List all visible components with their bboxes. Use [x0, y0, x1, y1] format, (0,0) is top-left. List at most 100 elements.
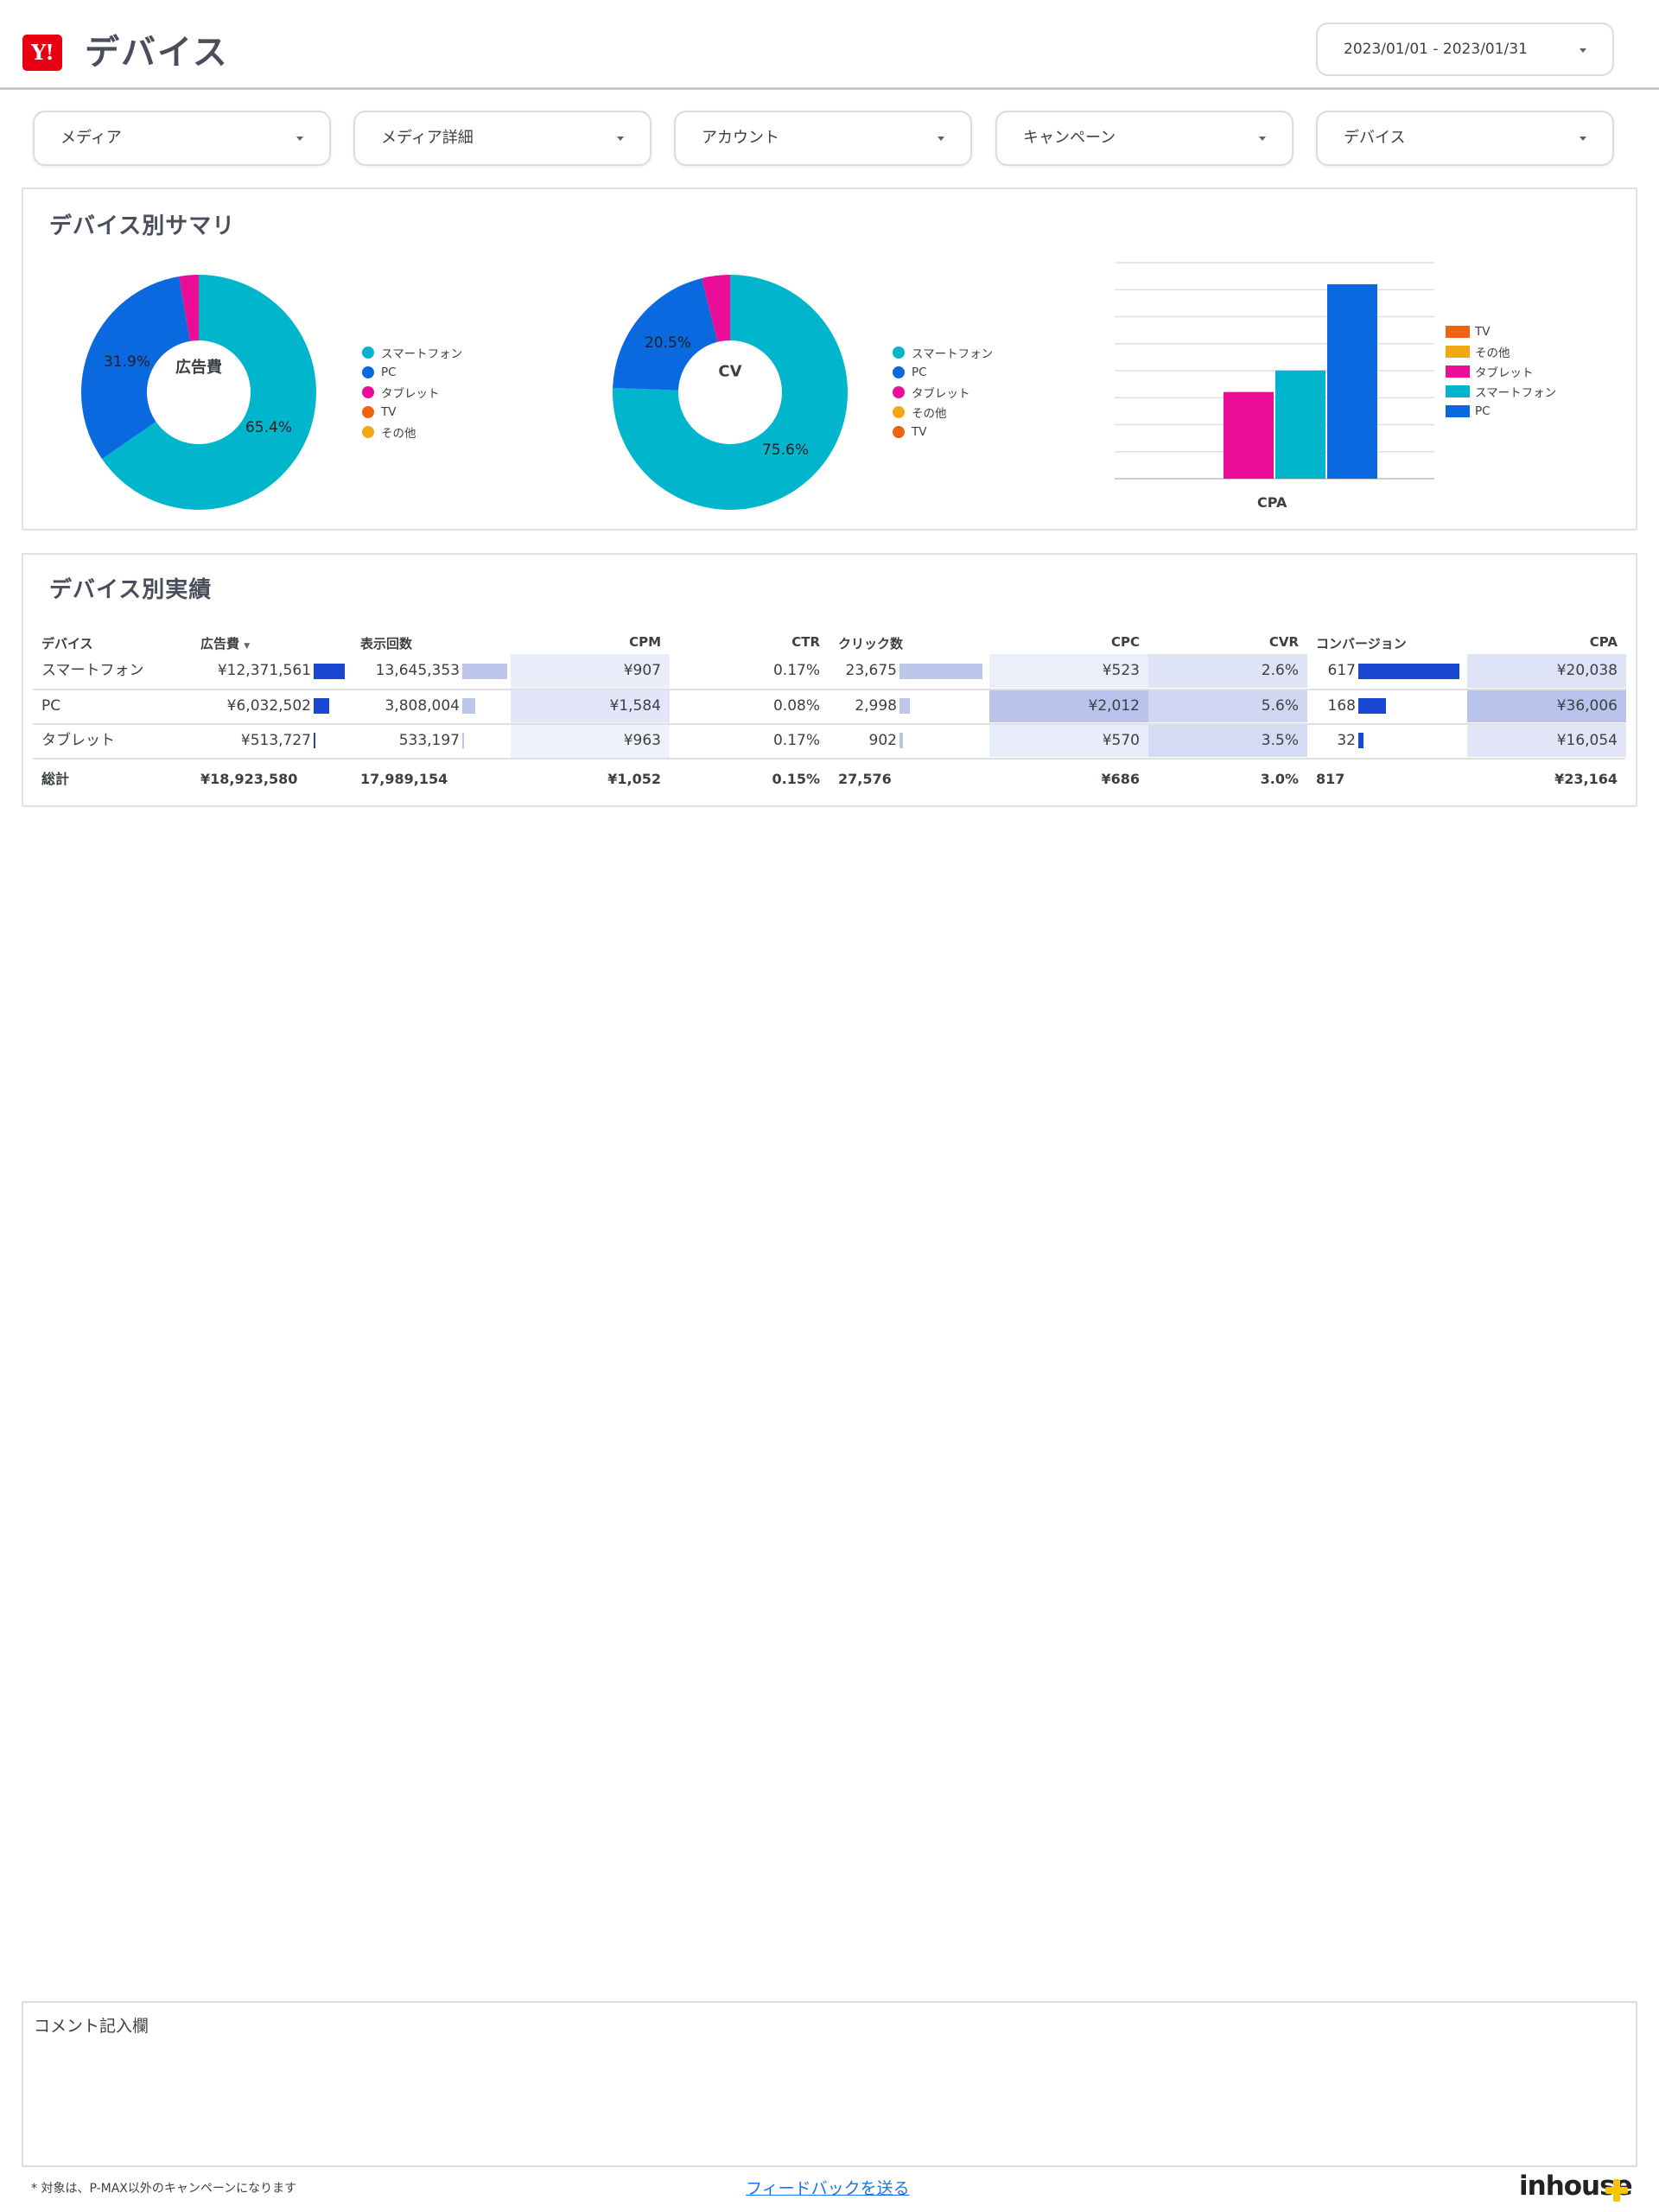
summary-title: デバイス別サマリ [49, 213, 236, 239]
feedback-link[interactable]: フィードバックを送る [746, 2179, 910, 2198]
table-total-cpm: ¥1,052 [607, 771, 661, 787]
cpa-bar[interactable] [1327, 283, 1377, 479]
legend-label: スマートフォン [381, 346, 463, 361]
cost-donut-legend: スマートフォン PC タブレット TV その他 [362, 342, 462, 442]
device-results-panel: デバイス別実績 [22, 553, 1637, 807]
filter-device[interactable]: デバイス [1316, 111, 1614, 166]
conversions-bar [1358, 664, 1459, 679]
table-row-device: スマートフォン [41, 662, 144, 679]
legend-label: TV [912, 424, 927, 439]
col-header-cost[interactable]: 広告費 ▼ [200, 634, 250, 652]
table-cell-conversions: 168 [1327, 697, 1356, 715]
comment-label: コメント記入欄 [34, 2017, 149, 2036]
dropdown-caret-icon [617, 137, 624, 141]
table-cell-cpc: ¥523 [1102, 662, 1140, 679]
cpa-bar-legend: TV その他 タブレット スマートフォン PC [1446, 321, 1556, 421]
table-cell-cvr: 5.6% [1261, 697, 1299, 715]
legend-item: TV [362, 402, 462, 422]
filter-account[interactable]: アカウント [674, 111, 972, 166]
legend-item: タブレット [893, 382, 993, 402]
table-cell-clicks: 2,998 [855, 697, 897, 715]
dropdown-caret-icon [1580, 137, 1586, 141]
legend-swatch [1446, 385, 1470, 397]
cell-shade [511, 654, 670, 688]
donut-center-label: 広告費 [175, 359, 222, 377]
legend-label: その他 [1475, 346, 1510, 360]
table-row-device: PC [41, 697, 61, 715]
impressions-bar [462, 698, 475, 714]
yahoo-logo: Y! [22, 35, 62, 71]
table-cell-conversions: 617 [1327, 662, 1356, 679]
table-total-clicks: 27,576 [838, 771, 892, 787]
legend-item: スマートフォン [362, 342, 462, 362]
table-total-cpc: ¥686 [1101, 771, 1140, 787]
table-cell-ctr: 0.17% [772, 732, 820, 749]
cell-shade [1467, 689, 1626, 722]
legend-item: スマートフォン [893, 342, 993, 362]
header: Y! デバイス 2023/01/01 - 2023/01/31 [0, 0, 1659, 90]
conversions-bar [1358, 698, 1386, 714]
sort-desc-icon: ▼ [244, 642, 251, 651]
legend-label: その他 [912, 406, 947, 421]
col-header-cvr[interactable]: CVR [1268, 634, 1299, 650]
table-cell-cost: ¥12,371,561 [217, 662, 311, 679]
filter-media[interactable]: メディア [33, 111, 331, 166]
donut-slice[interactable] [702, 275, 730, 342]
donut-slice[interactable] [101, 275, 317, 510]
table-cell-cpa: ¥20,038 [1556, 662, 1618, 679]
cpa-bar[interactable] [1224, 391, 1274, 479]
dropdown-caret-icon [296, 137, 303, 141]
table-cell-cpm: ¥907 [623, 662, 661, 679]
cpa-bar-chart [1115, 262, 1434, 480]
row-divider [33, 758, 1625, 760]
cell-shade [989, 689, 1148, 722]
table-total-impressions: 17,989,154 [360, 771, 448, 787]
impressions-bar [462, 664, 507, 679]
legend-label: スマートフォン [912, 346, 994, 361]
donut-slice[interactable] [613, 275, 848, 510]
date-range-value: 2023/01/01 - 2023/01/31 [1344, 41, 1528, 58]
col-header-device[interactable]: デバイス [41, 636, 93, 652]
filter-label: キャンペーン [1023, 129, 1116, 147]
filter-campaign[interactable]: キャンペーン [995, 111, 1294, 166]
legend-item: タブレット [362, 382, 462, 402]
table-cell-clicks: 23,675 [845, 662, 897, 679]
table-cell-cpm: ¥1,584 [609, 697, 661, 715]
table-total-conversions: 817 [1316, 771, 1345, 787]
table-cell-conversions: 32 [1337, 732, 1356, 749]
comment-box[interactable]: コメント記入欄 [22, 2001, 1637, 2167]
col-header-cpc[interactable]: CPC [1110, 634, 1140, 650]
plus-icon [1605, 2179, 1628, 2202]
legend-swatch [893, 405, 905, 418]
filter-media-detail[interactable]: メディア詳細 [353, 111, 652, 166]
conversions-bar [1358, 733, 1364, 748]
cpa-bar[interactable] [1275, 370, 1325, 479]
col-header-ctr[interactable]: CTR [791, 634, 820, 650]
legend-swatch [362, 425, 374, 438]
table-cell-cvr: 3.5% [1261, 732, 1299, 749]
col-header-cpa[interactable]: CPA [1589, 634, 1618, 650]
col-header-impressions[interactable]: 表示回数 [360, 636, 413, 652]
table-total-cost: ¥18,923,580 [200, 771, 298, 787]
legend-item: その他 [362, 422, 462, 442]
legend-label: PC [912, 365, 927, 379]
date-range-picker[interactable]: 2023/01/01 - 2023/01/31 [1316, 22, 1614, 76]
legend-item: TV [1446, 321, 1556, 341]
col-header-clicks[interactable]: クリック数 [838, 636, 904, 652]
legend-label: スマートフォン [1475, 385, 1557, 400]
legend-item: PC [1446, 401, 1556, 421]
donut-slice[interactable] [179, 275, 199, 341]
legend-label: タブレット [381, 386, 440, 401]
legend-swatch [362, 405, 374, 418]
dropdown-caret-icon [1259, 137, 1266, 141]
legend-item: TV [893, 422, 993, 442]
col-header-conversions[interactable]: コンバージョン [1316, 636, 1407, 652]
legend-item: PC [362, 362, 462, 382]
donut-slice[interactable] [80, 276, 190, 460]
table-cell-impressions: 533,197 [398, 732, 460, 749]
legend-swatch [1446, 325, 1470, 338]
col-header-cpm[interactable]: CPM [629, 634, 661, 650]
legend-swatch [1446, 404, 1470, 417]
cell-shade [989, 723, 1148, 757]
donut-slice[interactable] [613, 278, 718, 391]
